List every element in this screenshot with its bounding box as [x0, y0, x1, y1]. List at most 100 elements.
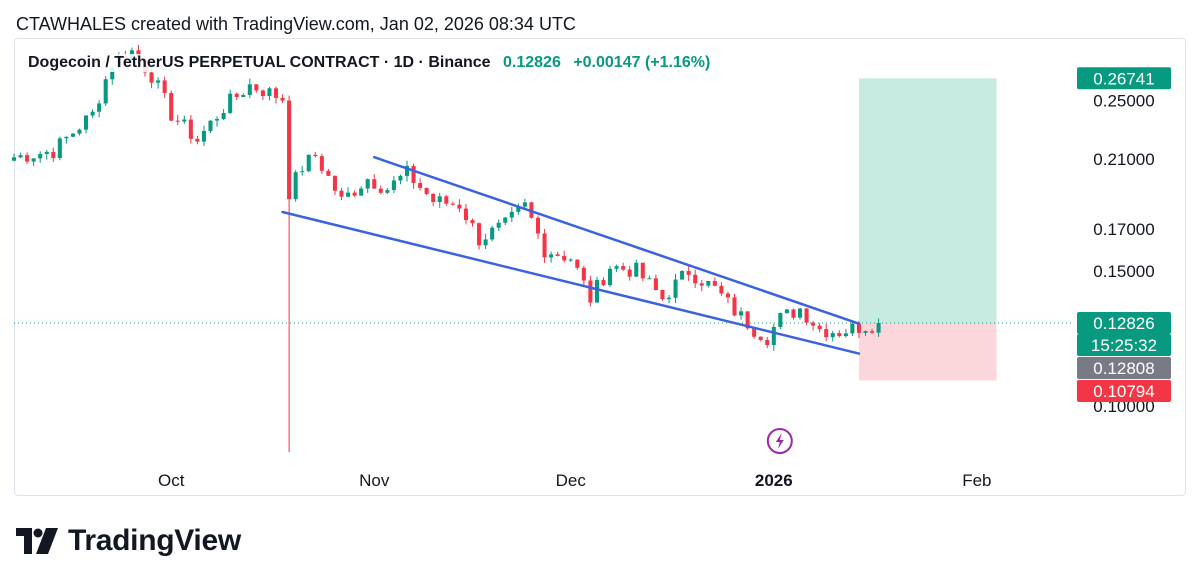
candle — [660, 289, 665, 301]
candle — [273, 86, 279, 104]
candle-body — [424, 187, 429, 194]
candle-body — [215, 119, 220, 121]
candle-body — [188, 119, 193, 139]
candle — [640, 262, 645, 282]
candle — [293, 170, 298, 202]
y-tick-label: 0.15000 — [1093, 262, 1154, 281]
candle — [175, 114, 180, 125]
candle-body — [208, 120, 213, 131]
tradingview-brand[interactable]: TradingView — [16, 524, 241, 558]
candle-body — [739, 311, 744, 316]
candle — [57, 136, 62, 161]
candle-body — [267, 88, 272, 97]
candle — [398, 174, 403, 185]
entry-price-tag: 0.12808 — [1077, 356, 1171, 379]
candle — [444, 194, 449, 206]
candle — [424, 187, 429, 196]
candle — [693, 269, 698, 288]
candle-body — [876, 322, 881, 333]
candle — [241, 93, 246, 98]
candle — [778, 312, 783, 330]
candle-body — [856, 323, 861, 333]
candle-body — [241, 95, 246, 97]
candle — [90, 109, 95, 118]
candle — [706, 280, 711, 288]
stop-tag-bg — [1077, 379, 1171, 402]
trendlines-layer — [281, 155, 861, 355]
candle-body — [522, 202, 527, 207]
candle — [11, 153, 17, 162]
candle — [195, 135, 200, 145]
candle-body — [765, 339, 770, 346]
candle — [627, 266, 632, 281]
target-tag-label: 0.26741 — [1093, 69, 1154, 88]
candle-body — [824, 329, 829, 338]
candle — [339, 187, 344, 201]
candle — [712, 277, 717, 287]
symbol-title: Dogecoin / TetherUS PERPETUAL CONTRACT ·… — [28, 54, 491, 71]
lightning-icon-bolt — [775, 433, 784, 449]
candle-body — [18, 155, 23, 158]
x-tick-label: Nov — [359, 471, 390, 490]
candle-body — [843, 333, 848, 337]
candle — [84, 115, 89, 134]
candlestick-chart[interactable]: 0.250000.210000.170000.150000.100000.267… — [0, 0, 1200, 500]
candle-body — [431, 193, 436, 203]
candle-body — [293, 172, 298, 200]
candle-body — [634, 262, 639, 277]
stop-price-tag: 0.10794 — [1077, 379, 1171, 402]
candle — [634, 259, 639, 278]
candle — [876, 318, 881, 337]
candle-body — [752, 328, 757, 337]
candle — [64, 136, 69, 144]
candle — [326, 168, 331, 176]
candle — [490, 225, 495, 242]
candle-body — [477, 223, 482, 246]
candle — [215, 116, 220, 127]
candle-body — [70, 133, 75, 137]
candle-body — [378, 188, 383, 193]
candle — [601, 277, 606, 287]
candle — [549, 251, 554, 263]
candle-body — [745, 311, 750, 329]
candle-body — [496, 222, 501, 228]
candle — [608, 265, 613, 287]
candle-body — [234, 93, 239, 97]
candle — [332, 175, 337, 196]
candle — [352, 190, 357, 197]
candle-body — [516, 206, 521, 212]
candle — [791, 308, 796, 320]
candle-body — [797, 308, 803, 318]
candle-body — [162, 80, 167, 93]
candle — [97, 100, 102, 118]
candle-body — [260, 90, 265, 97]
symbol-legend[interactable]: Dogecoin / TetherUS PERPETUAL CONTRACT ·… — [26, 54, 713, 72]
candle-body — [778, 313, 783, 327]
candle — [784, 308, 789, 314]
candle-body — [195, 138, 200, 142]
candle-body — [57, 138, 62, 159]
candle — [378, 185, 383, 195]
candle-body — [594, 280, 599, 303]
brand-name: TradingView — [68, 524, 241, 557]
trendline-upper — [373, 155, 861, 325]
candle-body — [732, 297, 737, 316]
candle — [470, 218, 475, 227]
candle-body — [706, 281, 711, 286]
candle-body — [601, 280, 606, 286]
legend-price: 0.12826 — [503, 54, 561, 71]
candle-body — [863, 331, 868, 333]
candle — [372, 174, 377, 189]
x-axis: Oct Nov Dec 2026 Feb — [158, 471, 992, 490]
candle — [542, 229, 547, 263]
candle-body — [221, 112, 226, 120]
tradingview-logo-icon — [16, 528, 58, 554]
candle — [771, 323, 776, 351]
candle-body — [11, 157, 17, 161]
candle — [25, 152, 30, 165]
candle-body — [103, 79, 108, 104]
last-price-tag-label: 0.12826 — [1093, 314, 1154, 333]
chart-frame — [14, 38, 1186, 496]
y-tick-label: 0.25000 — [1093, 92, 1154, 111]
candle — [870, 328, 875, 335]
